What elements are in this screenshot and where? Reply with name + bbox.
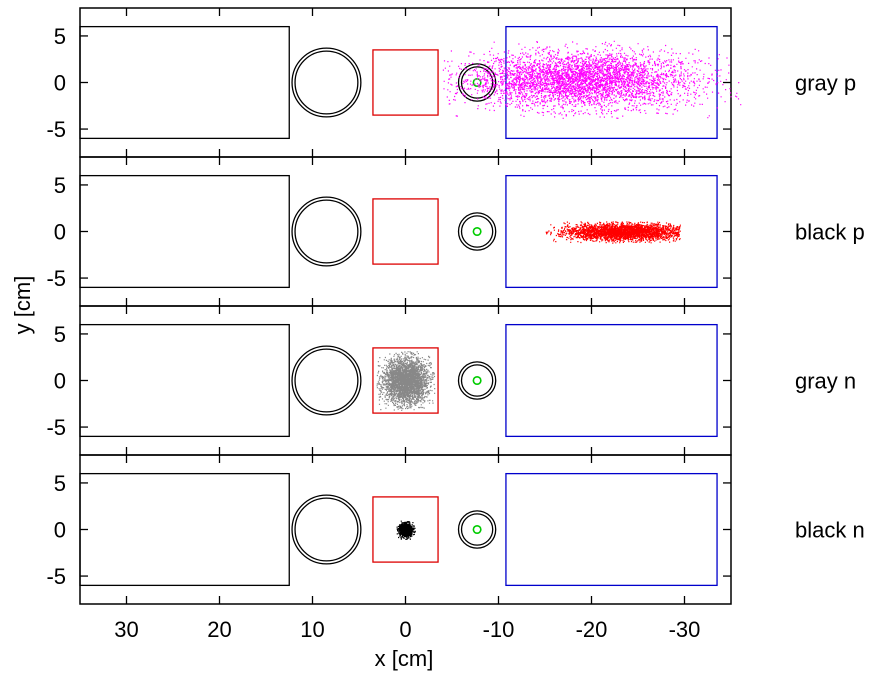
- detector-circle-inner: [294, 348, 359, 413]
- x-tick-label: -20: [576, 617, 608, 642]
- scatter-points: [396, 520, 416, 540]
- panel-black-n: 5 0 -5 black n: [46, 454, 865, 605]
- target-circle: [472, 375, 482, 386]
- y-tick-label: 5: [54, 322, 66, 347]
- detector-circle-outer: [291, 345, 362, 416]
- y-tick-label: 5: [54, 24, 66, 49]
- panel-gray-p: 5 0 -5 gray p: [46, 7, 856, 158]
- panel-black-p: 5 0 -5 black p: [46, 156, 865, 307]
- y-tick-label: -5: [46, 415, 66, 440]
- panel-label: black p: [795, 220, 865, 245]
- x-tick-label: 20: [207, 617, 231, 642]
- detector-circle-outer: [457, 63, 497, 102]
- detector-rectangle: [505, 472, 718, 587]
- x-tick-label: 30: [114, 617, 138, 642]
- detector-circle-outer: [291, 494, 362, 565]
- panels-layer: 5 0 -5 gray p 5 0 -5 black p 5 0 -5 gray n 5 0 -5 black…: [46, 7, 865, 642]
- x-tick-label: -30: [669, 617, 701, 642]
- detector-circle-outer: [457, 510, 497, 549]
- target-circle: [472, 226, 482, 237]
- detector-rectangle: [505, 323, 718, 438]
- y-tick-label: 5: [54, 471, 66, 496]
- x-tick-label: -10: [483, 617, 515, 642]
- detector-circle-outer: [291, 196, 362, 267]
- detector-circle-inner: [460, 66, 494, 99]
- detector-rectangle: [372, 496, 439, 563]
- detector-rectangle: [79, 174, 290, 289]
- detector-rectangle: [505, 25, 718, 140]
- detector-rectangle: [505, 174, 718, 289]
- y-tick-label: -5: [46, 117, 66, 142]
- y-tick-label: -5: [46, 564, 66, 589]
- detector-rectangle: [79, 25, 290, 140]
- y-tick-label: 0: [54, 369, 66, 394]
- panel-gray-n: 5 0 -5 gray n: [46, 305, 856, 456]
- y-tick-label: 0: [54, 518, 66, 543]
- detector-circle-inner: [460, 513, 494, 546]
- detector-rectangle: [372, 198, 439, 265]
- detector-circle-outer: [457, 212, 497, 251]
- panel-label: gray p: [795, 71, 856, 96]
- detector-circle-inner: [294, 50, 359, 115]
- y-tick-label: 0: [54, 220, 66, 245]
- detector-circle-inner: [460, 215, 494, 248]
- y-axis-title: y [cm]: [10, 276, 35, 335]
- detector-rectangle: [372, 347, 439, 414]
- scatter-points: [442, 40, 742, 119]
- detector-circle-inner: [294, 199, 359, 264]
- y-tick-label: 5: [54, 173, 66, 198]
- scatter-points: [545, 221, 681, 244]
- x-axis-title: x [cm]: [375, 646, 434, 671]
- y-tick-label: 0: [54, 71, 66, 96]
- detector-circle-inner: [460, 364, 494, 397]
- panel-label: black n: [795, 518, 865, 543]
- panel-frame: [79, 7, 732, 158]
- scatter-points: [376, 351, 436, 411]
- detector-rectangle: [79, 472, 290, 587]
- y-tick-label: -5: [46, 266, 66, 291]
- detector-circle-outer: [291, 47, 362, 118]
- detector-rectangle: [79, 323, 290, 438]
- panel-label: gray n: [795, 369, 856, 394]
- x-tick-label: 10: [300, 617, 324, 642]
- x-tick-label: 0: [399, 617, 411, 642]
- detector-rectangle: [372, 49, 439, 116]
- target-circle: [472, 524, 482, 535]
- detector-circle-inner: [294, 497, 359, 562]
- detector-circle-outer: [457, 361, 497, 400]
